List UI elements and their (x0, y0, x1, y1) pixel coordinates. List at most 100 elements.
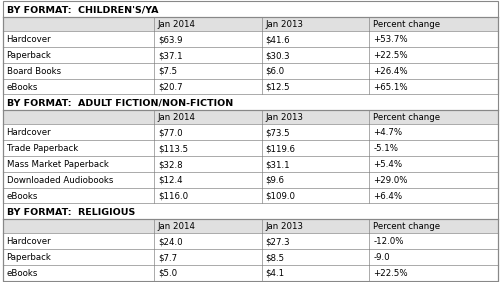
Bar (2, 79, 154, 94)
Bar (154, 219, 262, 233)
Bar (262, 156, 370, 172)
Bar (154, 140, 262, 156)
Bar (2, 63, 154, 79)
Bar (154, 249, 262, 265)
Bar (262, 124, 370, 140)
Text: +22.5%: +22.5% (374, 51, 408, 60)
Text: $41.6: $41.6 (266, 35, 290, 44)
Text: -5.1%: -5.1% (374, 144, 398, 153)
Bar (2, 156, 154, 172)
Text: $27.3: $27.3 (266, 237, 290, 246)
Bar (370, 172, 498, 188)
Text: $32.8: $32.8 (158, 160, 182, 169)
Bar (2, 188, 154, 203)
Text: $7.5: $7.5 (158, 67, 177, 76)
Text: Jan 2014: Jan 2014 (158, 20, 196, 29)
Bar (2, 1, 498, 17)
Bar (2, 172, 154, 188)
Bar (370, 188, 498, 203)
Text: Downloaded Audiobooks: Downloaded Audiobooks (6, 176, 113, 185)
Bar (262, 17, 370, 31)
Bar (154, 233, 262, 249)
Text: Hardcover: Hardcover (6, 237, 51, 246)
Bar (262, 188, 370, 203)
Bar (154, 79, 262, 94)
Text: $6.0: $6.0 (266, 67, 284, 76)
Text: $7.7: $7.7 (158, 253, 177, 262)
Bar (262, 79, 370, 94)
Text: eBooks: eBooks (6, 192, 38, 201)
Text: BY FORMAT:  ADULT FICTION/NON-FICTION: BY FORMAT: ADULT FICTION/NON-FICTION (6, 99, 233, 108)
Bar (154, 172, 262, 188)
Text: -12.0%: -12.0% (374, 237, 404, 246)
Bar (2, 140, 154, 156)
Text: eBooks: eBooks (6, 83, 38, 92)
Text: Board Books: Board Books (6, 67, 60, 76)
Text: $31.1: $31.1 (266, 160, 290, 169)
Text: $77.0: $77.0 (158, 128, 182, 137)
Text: +29.0%: +29.0% (374, 176, 408, 185)
Text: $109.0: $109.0 (266, 192, 296, 201)
Text: +53.7%: +53.7% (374, 35, 408, 44)
Bar (262, 31, 370, 47)
Text: +26.4%: +26.4% (374, 67, 408, 76)
Bar (2, 265, 154, 281)
Bar (2, 94, 498, 110)
Bar (370, 47, 498, 63)
Bar (262, 63, 370, 79)
Text: -9.0: -9.0 (374, 253, 390, 262)
Bar (370, 156, 498, 172)
Text: $5.0: $5.0 (158, 269, 177, 278)
Bar (154, 156, 262, 172)
Text: +4.7%: +4.7% (374, 128, 402, 137)
Bar (2, 31, 154, 47)
Text: $12.4: $12.4 (158, 176, 182, 185)
Bar (370, 219, 498, 233)
Bar (262, 172, 370, 188)
Text: Jan 2013: Jan 2013 (266, 20, 304, 29)
Text: $12.5: $12.5 (266, 83, 290, 92)
Text: $9.6: $9.6 (266, 176, 284, 185)
Bar (154, 63, 262, 79)
Text: $20.7: $20.7 (158, 83, 182, 92)
Text: Jan 2013: Jan 2013 (266, 222, 304, 231)
Text: $4.1: $4.1 (266, 269, 284, 278)
Text: Jan 2014: Jan 2014 (158, 113, 196, 122)
Bar (262, 249, 370, 265)
Text: $73.5: $73.5 (266, 128, 290, 137)
Bar (2, 233, 154, 249)
Text: Jan 2013: Jan 2013 (266, 113, 304, 122)
Bar (370, 31, 498, 47)
Bar (154, 17, 262, 31)
Bar (2, 203, 498, 219)
Text: $113.5: $113.5 (158, 144, 188, 153)
Bar (2, 110, 154, 124)
Text: Percent change: Percent change (374, 20, 440, 29)
Bar (262, 47, 370, 63)
Text: $63.9: $63.9 (158, 35, 182, 44)
Bar (2, 124, 154, 140)
Text: $8.5: $8.5 (266, 253, 284, 262)
Text: $116.0: $116.0 (158, 192, 188, 201)
Bar (154, 31, 262, 47)
Bar (262, 140, 370, 156)
Bar (2, 17, 154, 31)
Text: $30.3: $30.3 (266, 51, 290, 60)
Bar (2, 47, 154, 63)
Text: BY FORMAT:  CHILDREN'S/YA: BY FORMAT: CHILDREN'S/YA (6, 6, 158, 15)
Bar (262, 219, 370, 233)
Text: Paperback: Paperback (6, 51, 52, 60)
Text: Hardcover: Hardcover (6, 35, 51, 44)
Bar (262, 233, 370, 249)
Text: +5.4%: +5.4% (374, 160, 402, 169)
Text: Hardcover: Hardcover (6, 128, 51, 137)
Text: BY FORMAT:  RELIGIOUS: BY FORMAT: RELIGIOUS (6, 208, 135, 217)
Bar (154, 188, 262, 203)
Bar (370, 124, 498, 140)
Bar (154, 110, 262, 124)
Bar (370, 233, 498, 249)
Bar (370, 110, 498, 124)
Text: +6.4%: +6.4% (374, 192, 402, 201)
Bar (154, 47, 262, 63)
Bar (154, 265, 262, 281)
